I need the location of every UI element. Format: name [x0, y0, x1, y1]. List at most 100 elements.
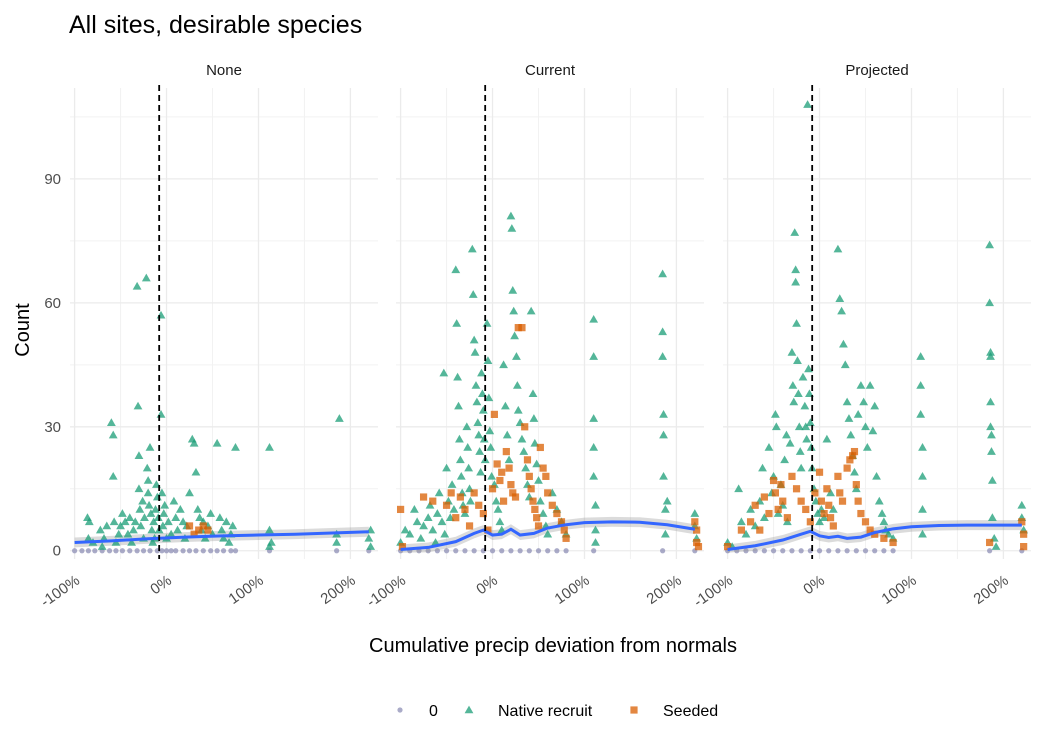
point-zero — [443, 548, 450, 554]
point-seeded — [694, 543, 703, 551]
point-seeded — [204, 526, 212, 534]
point-seeded — [857, 509, 865, 518]
point-seeded — [525, 472, 533, 480]
point-zero — [752, 548, 758, 554]
point-native — [132, 281, 142, 290]
point-native — [804, 364, 813, 373]
point-zero — [180, 548, 186, 554]
point-seeded — [496, 476, 504, 485]
point-native — [419, 521, 428, 530]
point-native — [771, 422, 781, 431]
facet-label-none: None — [206, 62, 242, 79]
point-zero — [826, 548, 832, 554]
point-seeded — [557, 518, 566, 526]
point-zero — [193, 548, 199, 554]
point-zero — [232, 548, 239, 554]
point-native — [589, 352, 599, 360]
point-native — [813, 509, 823, 517]
point-native — [991, 542, 1001, 550]
point-native — [143, 476, 153, 484]
point-native — [785, 438, 795, 447]
point-native — [412, 517, 422, 526]
point-seeded — [774, 505, 782, 514]
point-native — [217, 525, 227, 534]
point-native — [482, 319, 492, 327]
point-native — [591, 538, 600, 546]
point-native — [844, 414, 854, 422]
point-zero — [228, 548, 234, 554]
point-seeded — [854, 497, 862, 505]
point-seeded — [829, 522, 837, 530]
point-zero — [140, 548, 147, 554]
y-tick-label: 90 — [44, 171, 61, 188]
point-seeded — [777, 481, 785, 489]
point-zero — [200, 548, 206, 554]
point-native — [224, 538, 234, 546]
point-native — [791, 265, 801, 274]
point-seeded — [531, 505, 539, 514]
point-native — [1017, 500, 1027, 509]
point-native — [805, 418, 815, 426]
point-native — [484, 393, 494, 402]
panels: None -100% 0% 100% 200% 0 30 60 90 Current -100% 0%… — [38, 62, 1031, 611]
point-seeded — [693, 526, 701, 534]
point-native — [736, 517, 746, 526]
point-native — [842, 397, 852, 406]
point-native — [589, 414, 599, 422]
point-zero — [159, 548, 165, 554]
point-native — [160, 500, 170, 509]
point-native — [771, 409, 780, 418]
point-native — [109, 517, 119, 526]
point-native — [986, 397, 995, 406]
point-native — [788, 381, 798, 389]
point-native — [800, 401, 810, 410]
point-native — [916, 352, 926, 360]
point-native — [794, 422, 804, 431]
point-native — [156, 409, 166, 418]
point-zero — [186, 548, 193, 554]
point-native — [437, 517, 447, 526]
point-zero — [743, 548, 749, 554]
point-native — [877, 509, 887, 517]
point-native — [206, 509, 216, 517]
legend-key-seeded — [630, 706, 638, 714]
point-zero — [220, 548, 227, 554]
point-native — [589, 314, 599, 323]
point-native — [916, 381, 926, 389]
point-native — [265, 542, 274, 550]
point-seeded — [826, 514, 835, 522]
point-native — [793, 389, 803, 398]
point-native — [918, 471, 927, 480]
point-zero — [79, 548, 85, 554]
point-native — [134, 484, 144, 493]
point-native — [746, 505, 755, 513]
point-zero — [168, 548, 174, 554]
point-native — [658, 327, 668, 336]
point-zero — [92, 548, 98, 554]
y-axis-title: Count — [12, 303, 34, 357]
point-native — [486, 443, 496, 451]
point-zero — [462, 548, 468, 554]
point-native — [790, 228, 800, 236]
facet-projected: Projected -100% 0% 100% 200% — [691, 62, 1031, 611]
point-native — [916, 409, 926, 418]
point-native — [265, 525, 274, 534]
point-zero — [890, 548, 896, 554]
point-zero — [208, 548, 214, 554]
point-native — [859, 397, 869, 406]
point-native — [434, 488, 444, 497]
point-zero — [163, 548, 170, 554]
point-zero — [789, 548, 795, 554]
point-zero — [853, 548, 859, 554]
point-zero — [106, 548, 113, 554]
point-native — [102, 521, 112, 530]
facet-label-current: Current — [525, 62, 576, 79]
point-native — [106, 418, 116, 426]
point-native — [987, 447, 996, 455]
point-zero — [535, 548, 542, 554]
point-zero — [85, 548, 91, 554]
x-tick-label: 0% — [800, 572, 828, 598]
point-native — [918, 529, 927, 538]
point-seeded — [548, 501, 556, 509]
point-seeded — [771, 489, 780, 497]
